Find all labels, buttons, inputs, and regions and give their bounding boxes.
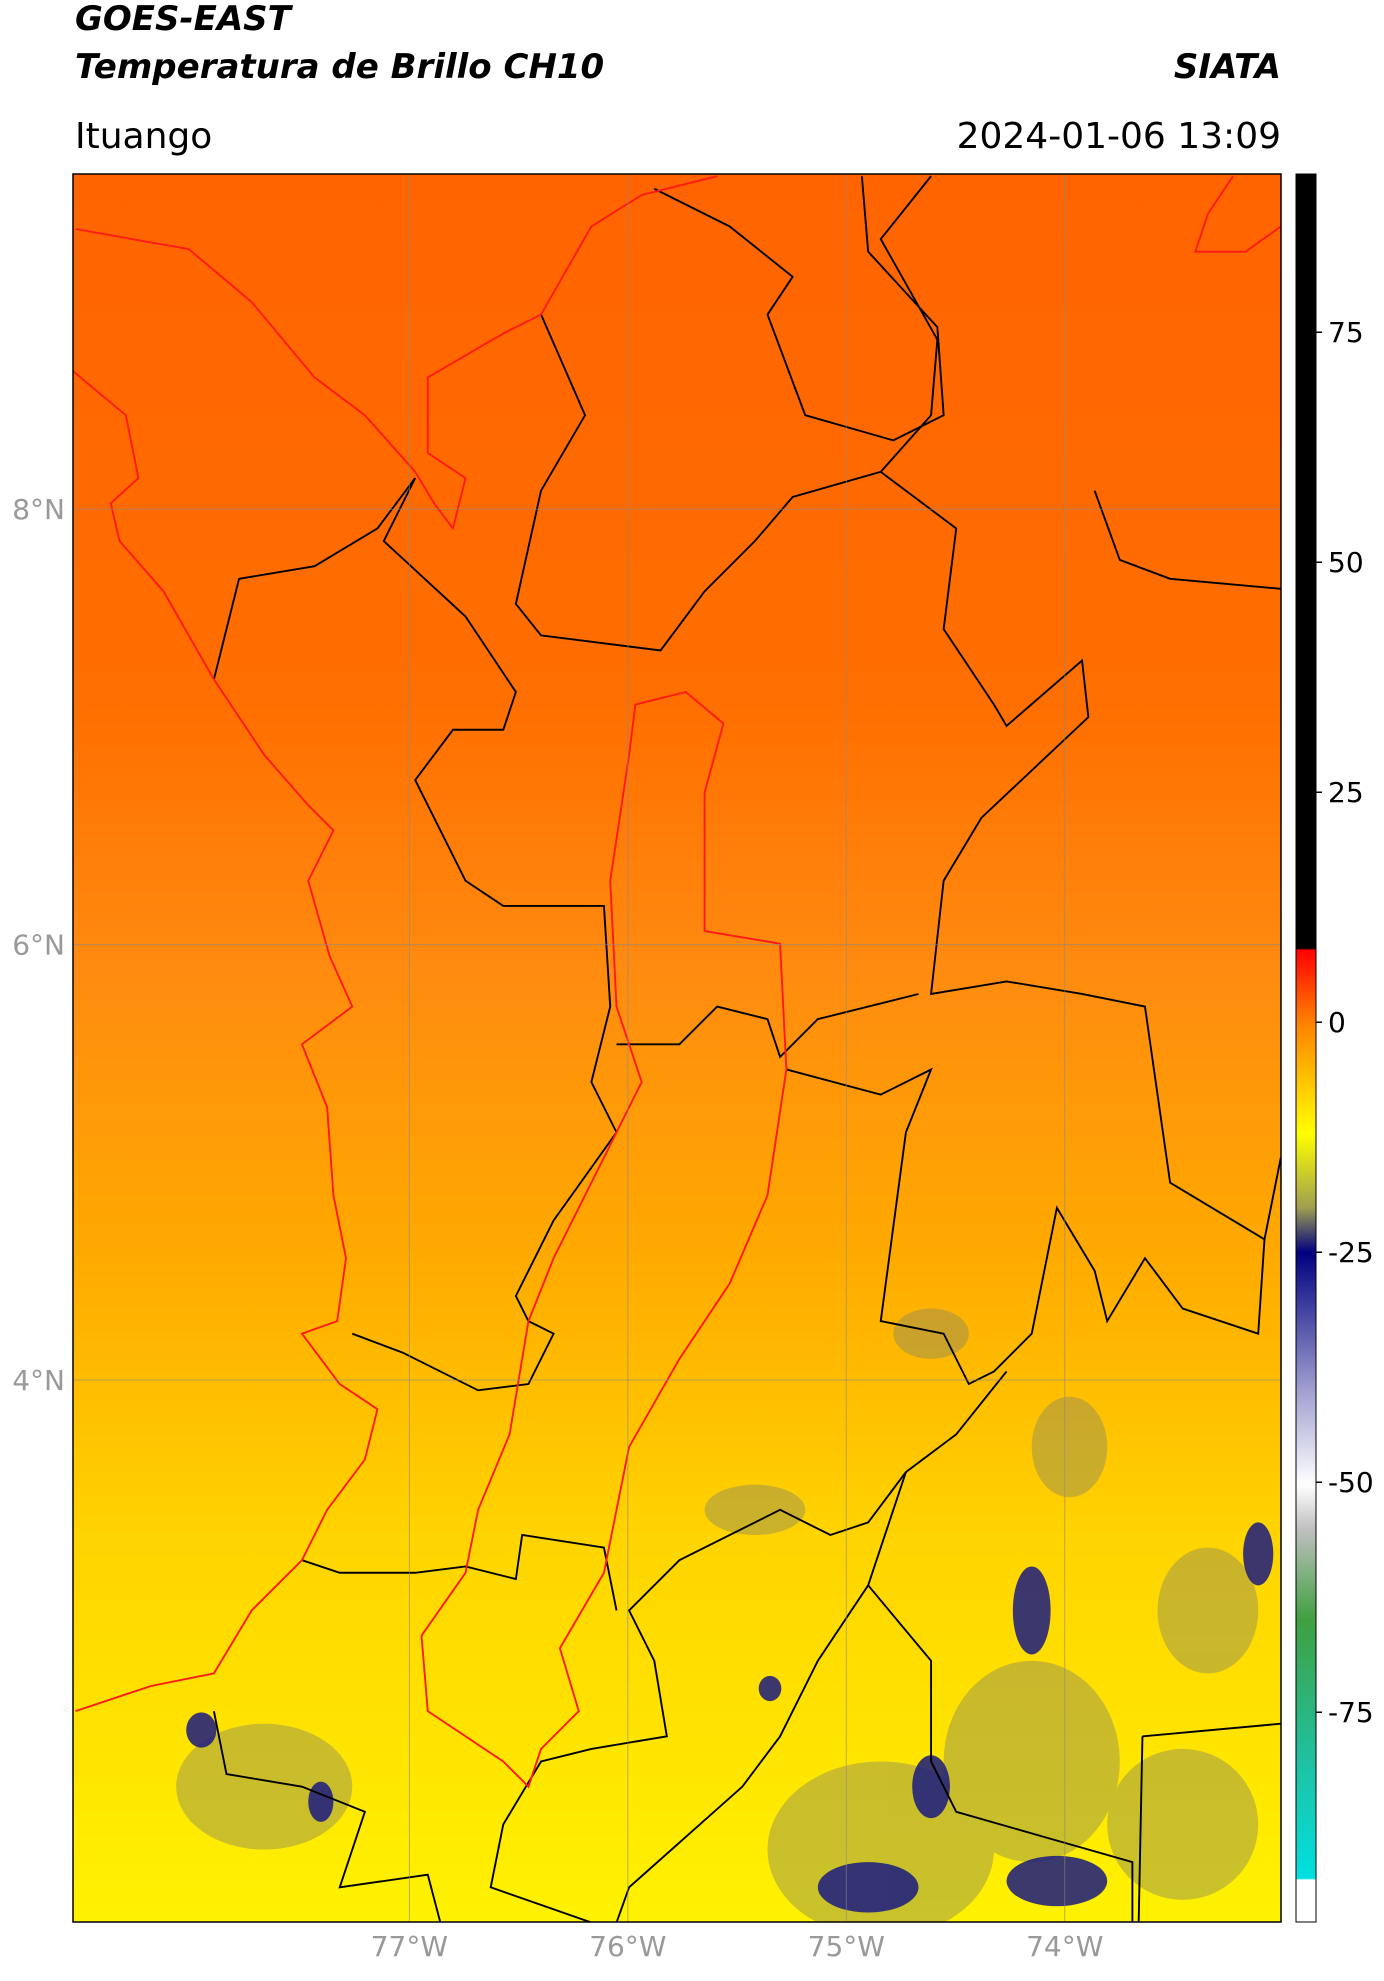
location: Ituango [75, 116, 212, 157]
colorbar-tick-label: 25 [1328, 776, 1364, 809]
title: GOES-EAST [75, 0, 294, 39]
colorbar-tick-label: -50 [1328, 1466, 1374, 1499]
lon-label: 77°W [371, 1930, 448, 1963]
colorbar-tick-label: -25 [1328, 1236, 1374, 1269]
lat-label: 4°N [12, 1364, 65, 1397]
colorbar-tick-label: 0 [1328, 1006, 1346, 1039]
labels: 8°N 6°N 4°N 77°W 76°W 75°W 74°W 75 50 25 0 -25 -50 -7… [12, 316, 1374, 1963]
map-frame [72, 173, 1282, 1923]
colorbar-tick-label: -75 [1328, 1696, 1374, 1729]
temperature-field [73, 174, 1281, 1922]
lon-label: 76°W [589, 1930, 666, 1963]
lat-label: 8°N [12, 493, 65, 526]
colorbar-tick-label: 50 [1328, 546, 1364, 579]
graticule [73, 174, 1281, 1922]
subtitle: Temperatura de Brillo CH10 [75, 47, 604, 87]
lon-label: 74°W [1026, 1930, 1103, 1963]
lat-label: 6°N [12, 929, 65, 962]
map-field [73, 174, 1281, 1922]
colorbar-tick-label: 75 [1328, 316, 1364, 349]
colorbar [1295, 173, 1317, 1923]
map-decor [73, 175, 1281, 1922]
source: SIATA [1174, 47, 1281, 87]
lon-label: 75°W [808, 1930, 885, 1963]
datetime: 2024-01-06 13:09 [957, 116, 1281, 157]
